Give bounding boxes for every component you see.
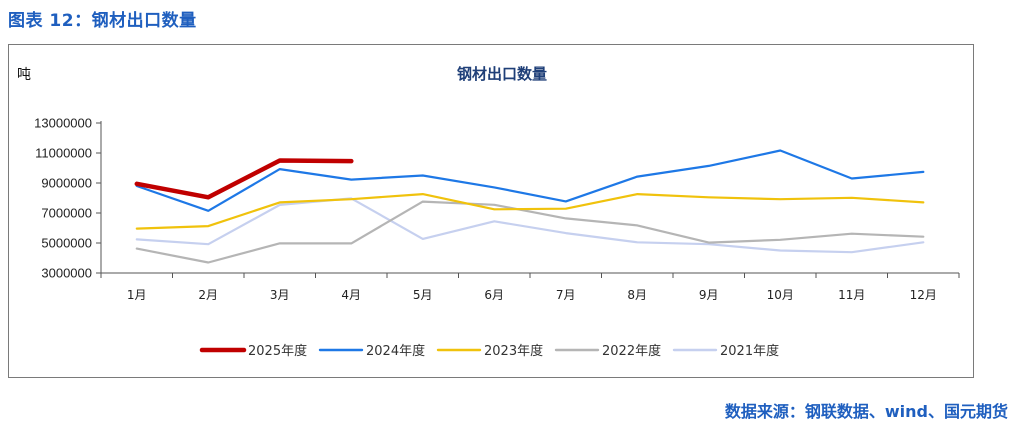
series-line-2023年度 bbox=[135, 193, 925, 230]
legend-label: 2025年度 bbox=[248, 343, 307, 359]
series-line-2021年度 bbox=[135, 197, 925, 254]
y-tick-label: 7000000 bbox=[41, 206, 92, 221]
x-tick-label: 9月 bbox=[699, 288, 719, 302]
chart-frame: 钢材出口数量 吨 3000000 5000000 7000000 9000000 110… bbox=[8, 44, 974, 378]
line-chart: 钢材出口数量 吨 3000000 5000000 7000000 9000000 110… bbox=[17, 65, 960, 359]
x-tick-label: 10月 bbox=[767, 288, 794, 302]
x-tick-label: 12月 bbox=[910, 288, 937, 302]
series-layer bbox=[134, 149, 925, 264]
legend-label: 2021年度 bbox=[720, 343, 779, 359]
x-tick-label: 3月 bbox=[270, 288, 290, 302]
x-tick-label: 5月 bbox=[413, 288, 433, 302]
legend-item: 2021年度 bbox=[672, 343, 779, 359]
legend-item: 2025年度 bbox=[199, 343, 307, 359]
y-axis-label: 吨 bbox=[17, 67, 31, 83]
legend-item: 2023年度 bbox=[436, 343, 543, 359]
x-tick-label: 1月 bbox=[127, 288, 147, 302]
y-tick-label: 5000000 bbox=[41, 236, 92, 251]
x-tick-label: 2月 bbox=[198, 288, 218, 302]
series-line-2025年度 bbox=[134, 158, 354, 200]
x-tick-label: 4月 bbox=[341, 288, 361, 302]
x-tick-label: 6月 bbox=[484, 288, 504, 302]
chart-title: 钢材出口数量 bbox=[457, 65, 547, 83]
legend: 2025年度 2024年度 2023年度 2022年度 2021年度 bbox=[199, 343, 779, 359]
x-tick-label: 11月 bbox=[838, 288, 865, 302]
series-line-2022年度 bbox=[135, 200, 925, 264]
legend-label: 2022年度 bbox=[602, 343, 661, 359]
legend-item: 2024年度 bbox=[318, 343, 425, 359]
series-line-2024年度 bbox=[135, 149, 925, 212]
y-tick-label: 13000000 bbox=[34, 116, 92, 131]
y-tick-label: 3000000 bbox=[41, 266, 92, 281]
legend-label: 2023年度 bbox=[484, 343, 543, 359]
source-note: 数据来源：钢联数据、wind、国元期货 bbox=[724, 402, 1008, 421]
y-tick-label: 9000000 bbox=[41, 176, 92, 191]
legend-label: 2024年度 bbox=[366, 343, 425, 359]
figure-caption: 图表 12：钢材出口数量 bbox=[8, 11, 197, 31]
x-tick-label: 7月 bbox=[556, 288, 576, 302]
x-tick-label: 8月 bbox=[627, 288, 647, 302]
y-tick-label: 11000000 bbox=[35, 146, 92, 161]
axes: 3000000 5000000 7000000 9000000 11000000 1300… bbox=[34, 116, 960, 302]
legend-item: 2022年度 bbox=[554, 343, 661, 359]
